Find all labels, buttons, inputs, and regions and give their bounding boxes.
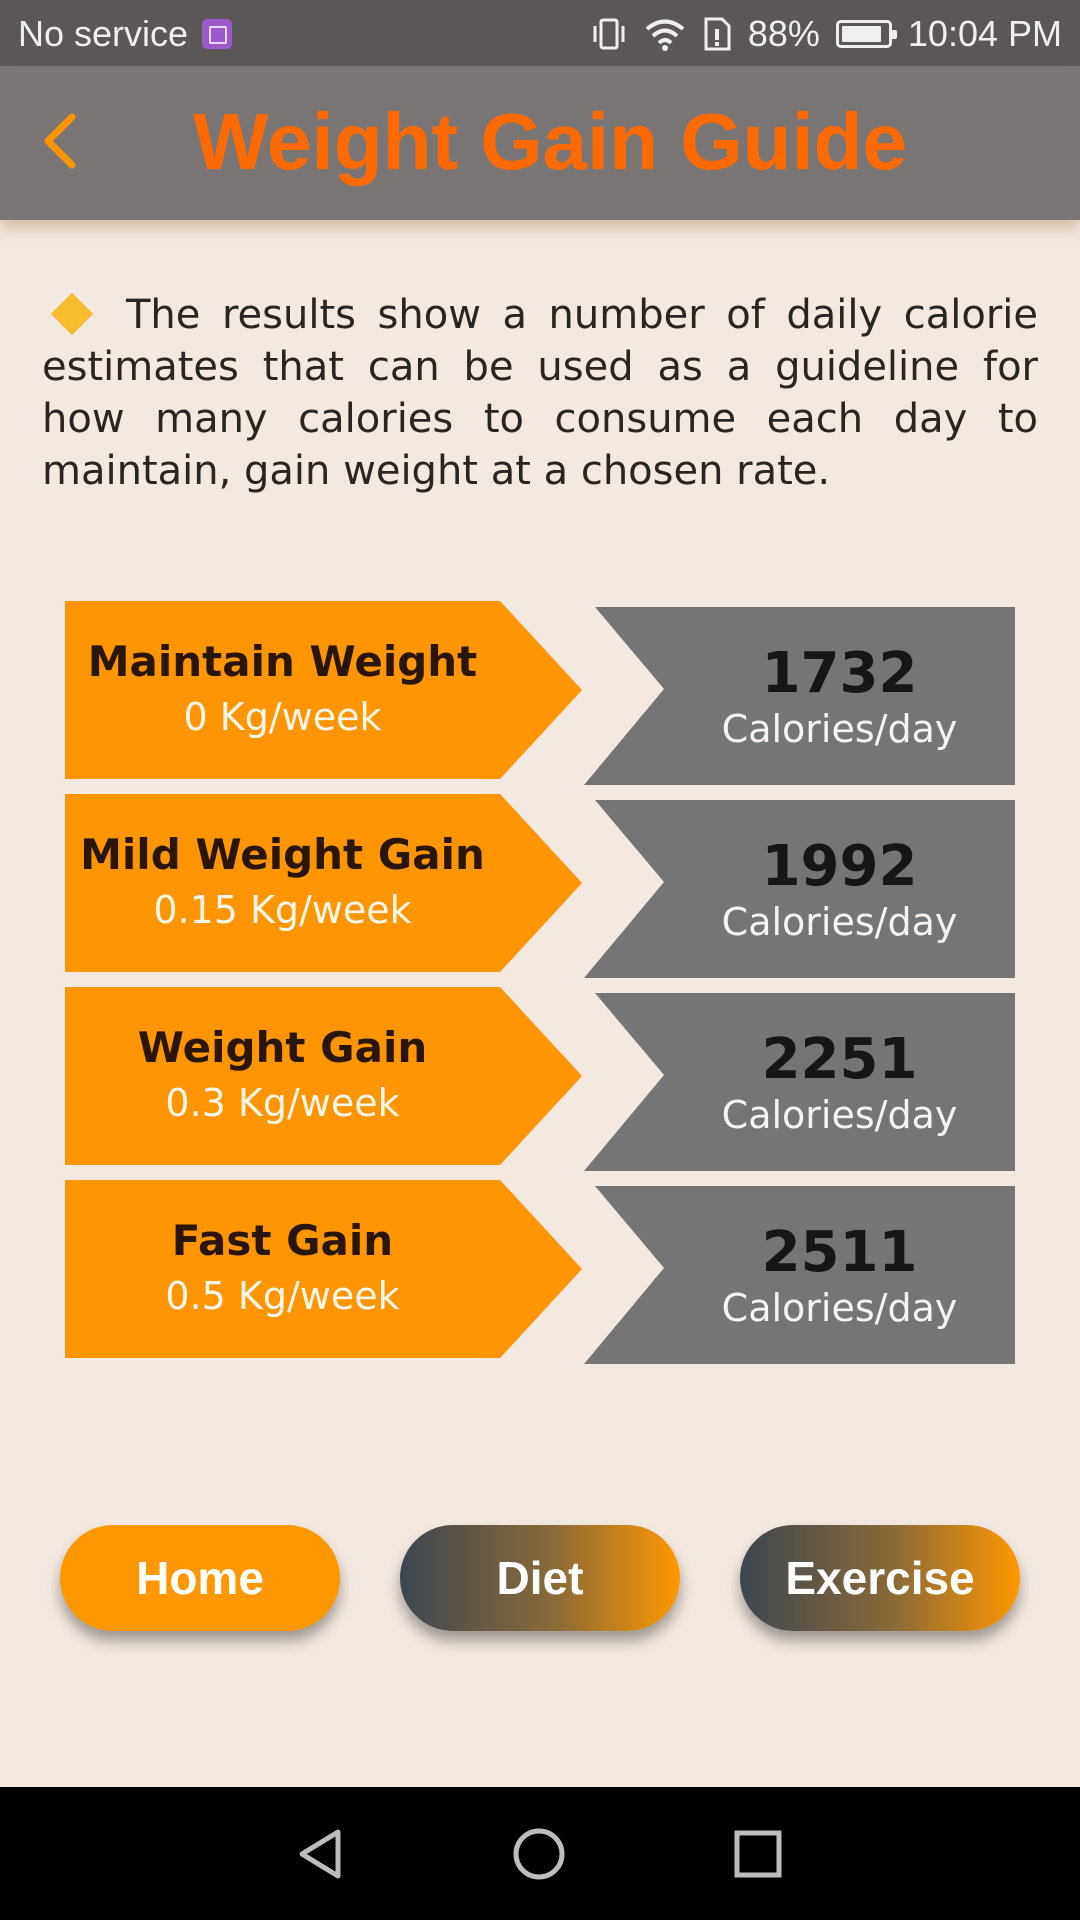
goal-name: Mild Weight Gain [80, 830, 485, 879]
goal-rate: 0.5 Kg/week [165, 1274, 400, 1318]
system-nav-bar [0, 1787, 1080, 1920]
nav-home-icon [513, 1828, 565, 1880]
calorie-value: 1732 [761, 641, 918, 706]
calorie-unit: Calories/day [721, 1286, 958, 1330]
calorie-unit: Calories/day [721, 900, 958, 944]
goal-name: Fast Gain [171, 1216, 394, 1265]
goal-rate: 0 Kg/week [183, 695, 382, 739]
calorie-box: 2251 Calories/day [584, 993, 1015, 1171]
carrier-text: No service [18, 13, 189, 54]
calorie-unit: Calories/day [721, 1093, 958, 1137]
diamond-icon [52, 294, 92, 334]
nav-recent-icon [734, 1830, 782, 1878]
nav-back-icon [299, 1829, 341, 1879]
page-title: Weight Gain Guide [192, 97, 908, 186]
home-button[interactable]: Home [60, 1525, 340, 1631]
result-row: Weight Gain 0.3 Kg/week 2251 Calories/day [65, 987, 1015, 1171]
vibrate-icon [590, 17, 628, 51]
calorie-value: 2511 [761, 1220, 918, 1285]
goal-name: Weight Gain [137, 1023, 428, 1072]
battery-icon [835, 20, 897, 48]
chevron-left-icon [44, 113, 76, 169]
calorie-unit: Calories/day [721, 707, 958, 751]
result-row: Mild Weight Gain 0.15 Kg/week 1992 Calories… [65, 794, 1015, 978]
calorie-box: 1992 Calories/day [584, 800, 1015, 978]
wifi-icon [644, 17, 686, 51]
goal-box: Weight Gain 0.3 Kg/week [65, 987, 582, 1165]
calorie-box: 2511 Calories/day [584, 1186, 1015, 1364]
result-row: Fast Gain 0.5 Kg/week 2511 Calories/day [65, 1180, 1015, 1364]
diet-button[interactable]: Diet [400, 1525, 680, 1631]
result-row: Maintain Weight 0 Kg/week 1732 Calories/day [65, 601, 1015, 785]
nav-home-button[interactable] [494, 1809, 584, 1899]
description-paragraph: The results show a number of daily calor… [42, 288, 1038, 497]
results-list: Maintain Weight 0 Kg/week 1732 Calories/day… [65, 601, 1015, 1373]
nav-back-button[interactable] [275, 1809, 365, 1899]
calorie-box: 1732 Calories/day [584, 607, 1015, 785]
calorie-value: 1992 [761, 834, 918, 899]
goal-rate: 0.3 Kg/week [165, 1081, 400, 1125]
data-saver-icon [702, 17, 732, 51]
description-text: The results show a number of daily calor… [42, 292, 1038, 494]
back-button[interactable] [30, 106, 90, 176]
battery-percent: 88% [747, 13, 820, 54]
status-bar: No service 88% [0, 0, 1080, 66]
app-bar: Weight Gain Guide [0, 66, 1080, 220]
clock-text: 10:04 PM [907, 13, 1062, 54]
exercise-button[interactable]: Exercise [740, 1525, 1020, 1631]
goal-rate: 0.15 Kg/week [153, 888, 412, 932]
goal-box: Mild Weight Gain 0.15 Kg/week [65, 794, 582, 972]
nav-recent-button[interactable] [713, 1809, 803, 1899]
calorie-value: 2251 [761, 1027, 918, 1092]
goal-name: Maintain Weight [87, 637, 478, 686]
goal-box: Maintain Weight 0 Kg/week [65, 601, 582, 779]
image-icon [202, 19, 233, 49]
battery-fill [841, 26, 881, 42]
goal-box: Fast Gain 0.5 Kg/week [65, 1180, 582, 1358]
